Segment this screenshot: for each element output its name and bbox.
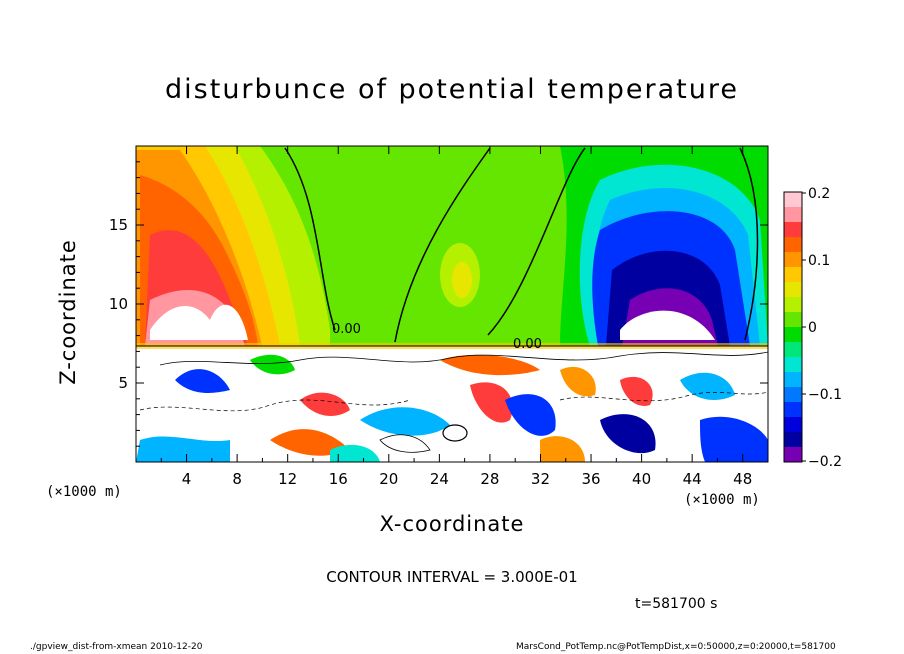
- y-axis: 5 10 15: [109, 161, 768, 447]
- contour-interval-row: CONTOUR INTERVAL = 3.000E-01: [0, 568, 904, 586]
- colorbar-swatch: [784, 357, 802, 373]
- x-tick-label: 28: [480, 470, 499, 488]
- x-tick-label: 32: [531, 470, 550, 488]
- y-tick-label: 10: [109, 295, 128, 313]
- x-tick-label: 4: [182, 470, 192, 488]
- colorbar-swatch: [784, 402, 802, 418]
- zero-contour-1: [284, 147, 336, 331]
- y-axis-unit: (×1000 m): [46, 484, 122, 500]
- y-axis-title: Z-coordinate: [56, 239, 80, 385]
- x-tick-label: 16: [329, 470, 348, 488]
- colorbar-swatch: [784, 222, 802, 238]
- colorbar-swatch: [784, 252, 802, 268]
- colorbar-swatch: [784, 297, 802, 313]
- colorbar-swatch: [784, 342, 802, 358]
- colorbar-swatch: [784, 327, 802, 343]
- colorbar-label: −0.1: [808, 387, 842, 403]
- contour-interval: CONTOUR INTERVAL = 3.000E-01: [326, 568, 578, 586]
- turbulent-features: [136, 351, 768, 462]
- warm-core: [150, 304, 248, 340]
- contour-label: 0.00: [513, 337, 542, 352]
- colorbar-label: 0: [808, 320, 817, 336]
- time-stamp: t=581700 s: [635, 596, 718, 612]
- colorbar-swatch: [784, 372, 802, 388]
- x-axis-unit: (×1000 m): [684, 492, 760, 508]
- x-tick-label: 44: [683, 470, 702, 488]
- cold-core: [620, 310, 715, 340]
- colorbar-swatch: [784, 267, 802, 283]
- mid-warm-spot-core: [452, 262, 472, 298]
- x-tick-label: 24: [430, 470, 449, 488]
- colorbar: 0.2 0.1 0 −0.1 −0.2: [783, 186, 842, 470]
- colorbar-swatch: [784, 447, 802, 463]
- colorbar-swatch: [784, 192, 802, 208]
- colorbar-swatch: [784, 237, 802, 253]
- colorbar-label: 0.2: [808, 186, 830, 202]
- x-axis-title-row: X-coordinate: [0, 512, 904, 536]
- colorbar-swatch: [784, 417, 802, 433]
- footer-right: MarsCond_PotTemp.nc@PotTempDist,x=0:5000…: [516, 642, 836, 652]
- x-axis: 4 8 12 16 20 24 28 32 36 40 44 48: [160, 146, 752, 488]
- colorbar-label: −0.2: [808, 454, 842, 470]
- zero-contour-4: [739, 147, 759, 341]
- chart-title: disturbunce of potential temperature: [165, 74, 739, 105]
- colorbar-swatch: [784, 387, 802, 403]
- x-tick-label: 12: [278, 470, 297, 488]
- colorbar-swatch: [784, 312, 802, 328]
- colorbar-swatch: [784, 282, 802, 298]
- y-tick-label: 15: [109, 216, 128, 234]
- x-axis-title: X-coordinate: [379, 512, 525, 536]
- x-tick-label: 8: [232, 470, 242, 488]
- contour-label: 0.00: [332, 322, 361, 337]
- y-tick-label: 5: [118, 374, 128, 392]
- colorbar-swatch: [784, 432, 802, 448]
- footer-left: ./gpview_dist-from-xmean 2010-12-20: [30, 642, 203, 652]
- x-tick-label: 48: [733, 470, 752, 488]
- zero-contour-3: [487, 147, 586, 336]
- x-tick-label: 20: [379, 470, 398, 488]
- heatmap-field: [136, 146, 768, 462]
- colorbar-label: 0.1: [808, 253, 830, 269]
- x-tick-label: 36: [581, 470, 600, 488]
- zero-contour-2: [394, 147, 491, 343]
- colorbar-swatch: [784, 207, 802, 223]
- x-tick-label: 40: [632, 470, 651, 488]
